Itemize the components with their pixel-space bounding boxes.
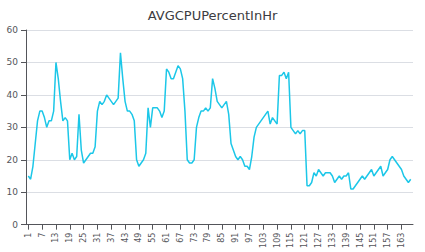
- svg-text:49: 49: [134, 233, 143, 243]
- svg-text:121: 121: [300, 233, 309, 248]
- svg-text:37: 37: [107, 233, 116, 243]
- svg-text:61: 61: [162, 233, 171, 243]
- svg-text:40: 40: [7, 90, 19, 100]
- svg-text:55: 55: [148, 233, 157, 243]
- svg-text:79: 79: [203, 233, 212, 243]
- svg-text:103: 103: [259, 233, 268, 248]
- svg-text:25: 25: [79, 233, 88, 243]
- svg-text:10: 10: [7, 187, 19, 197]
- svg-text:115: 115: [286, 233, 295, 248]
- svg-text:13: 13: [51, 233, 60, 243]
- svg-text:127: 127: [314, 233, 323, 248]
- svg-text:151: 151: [369, 233, 378, 248]
- svg-text:91: 91: [231, 233, 240, 243]
- svg-text:31: 31: [93, 233, 102, 243]
- svg-text:67: 67: [176, 233, 185, 243]
- svg-text:109: 109: [273, 233, 282, 248]
- svg-text:145: 145: [356, 233, 365, 248]
- svg-text:30: 30: [7, 122, 19, 132]
- svg-text:20: 20: [7, 155, 19, 165]
- svg-text:97: 97: [245, 233, 254, 243]
- svg-text:157: 157: [383, 233, 392, 248]
- svg-text:0: 0: [12, 220, 18, 230]
- svg-text:AVGCPUPercentInHr: AVGCPUPercentInHr: [148, 8, 278, 23]
- svg-text:19: 19: [65, 233, 74, 243]
- svg-text:85: 85: [217, 233, 226, 243]
- svg-text:139: 139: [342, 233, 351, 248]
- svg-text:133: 133: [328, 233, 337, 248]
- svg-text:73: 73: [190, 233, 199, 243]
- svg-text:43: 43: [121, 233, 130, 243]
- svg-text:60: 60: [7, 25, 19, 35]
- svg-text:1: 1: [24, 233, 33, 238]
- svg-text:7: 7: [38, 233, 47, 238]
- svg-text:50: 50: [7, 57, 19, 67]
- svg-text:163: 163: [397, 233, 406, 248]
